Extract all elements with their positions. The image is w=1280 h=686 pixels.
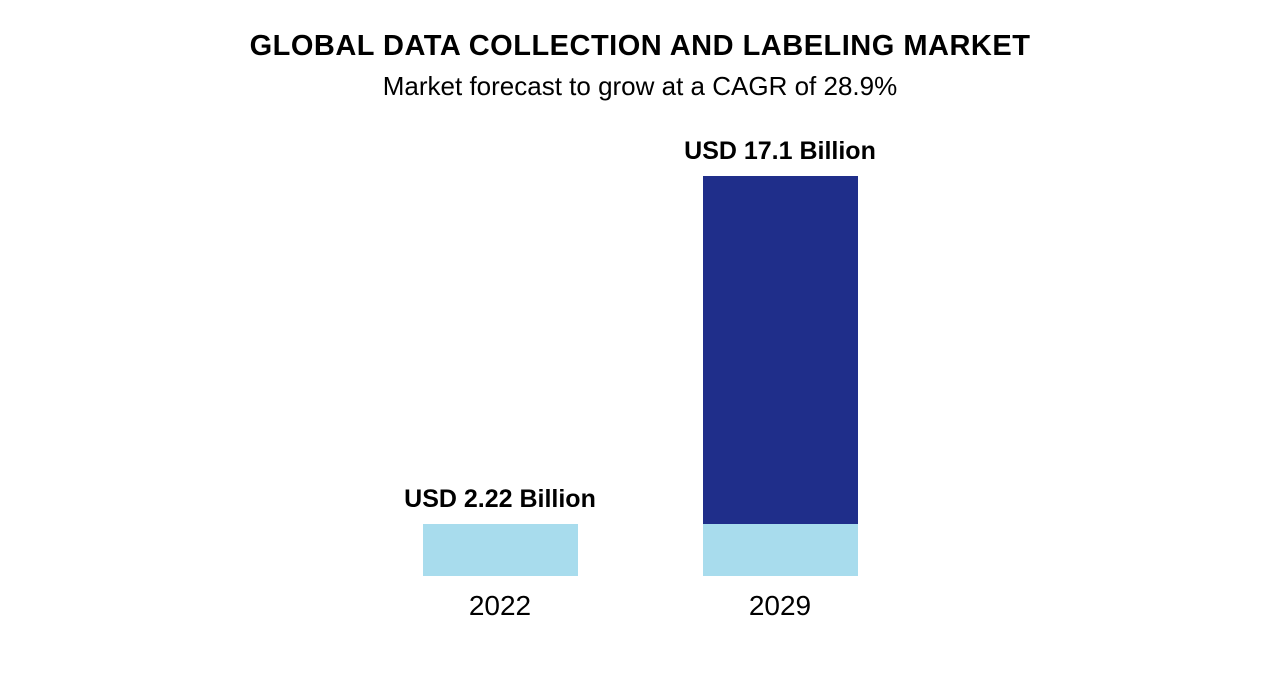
bar-chart: USD 2.22 Billion 2022 USD 17.1 Billion 2… [360,152,920,622]
bar-stack-2029 [703,176,858,576]
value-label-2029: USD 17.1 Billion [684,137,876,166]
bar-group-2022: USD 2.22 Billion 2022 [400,485,600,622]
bar-stack-2022 [423,524,578,576]
chart-subtitle: Market forecast to grow at a CAGR of 28.… [383,71,897,102]
bar-group-2029: USD 17.1 Billion 2029 [680,137,880,622]
year-label-2022: 2022 [469,590,531,622]
bar-segment [703,524,858,576]
bar-segment [423,524,578,576]
value-label-2022: USD 2.22 Billion [404,485,596,514]
year-label-2029: 2029 [749,590,811,622]
bar-segment [703,176,858,524]
chart-title: GLOBAL DATA COLLECTION AND LABELING MARK… [250,30,1031,63]
